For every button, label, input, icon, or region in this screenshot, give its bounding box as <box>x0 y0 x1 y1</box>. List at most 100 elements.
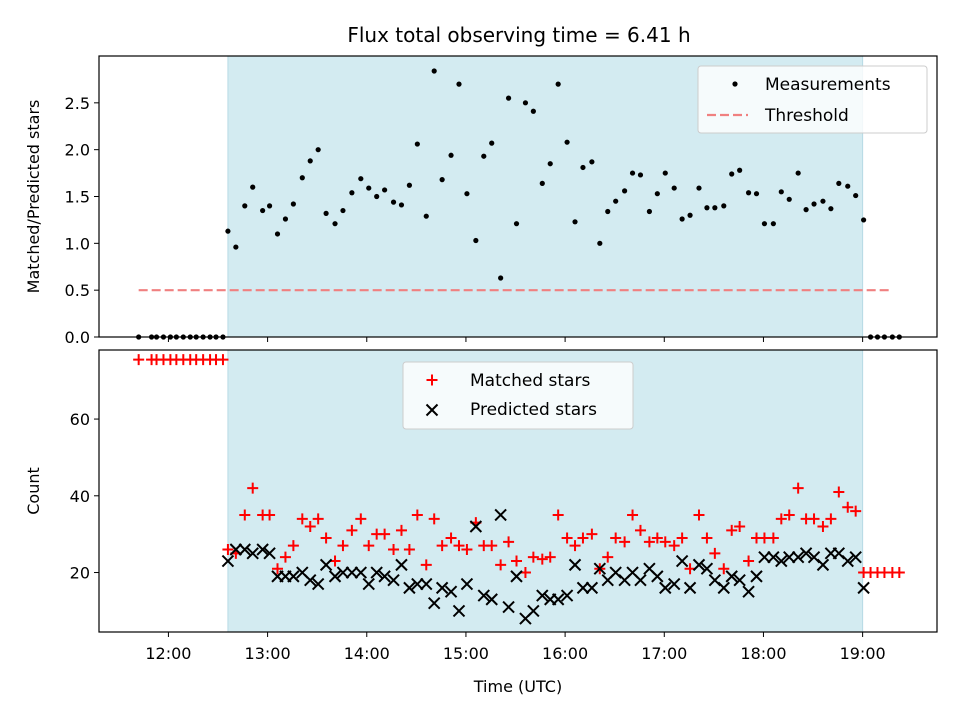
predicted-stars-legend-label: Predicted stars <box>470 400 597 420</box>
matched-star-point-49 <box>519 567 531 579</box>
matched-star-point-42 <box>461 544 473 556</box>
ratio-y-tick-label: 2.0 <box>65 141 90 160</box>
count-legend: Matched stars Predicted stars <box>402 361 634 430</box>
predicted-star-point-44 <box>585 581 599 595</box>
measurement-point-56 <box>580 164 586 171</box>
predicted-star-point-75 <box>841 554 854 568</box>
measurement-point-39 <box>439 177 445 183</box>
measurement-point-86 <box>828 206 834 212</box>
predicted-star-point-17 <box>362 577 375 591</box>
count-legend-box <box>402 361 634 430</box>
matched-star-point-86 <box>825 513 837 525</box>
predicted-star-point-5 <box>263 547 276 560</box>
matched-star-point-80 <box>775 513 787 525</box>
matched-star-point-60 <box>610 532 622 544</box>
measurement-point-40 <box>448 152 454 158</box>
matched-star-point-30 <box>363 540 375 552</box>
x-axis-label: Time (UTC) <box>473 677 562 696</box>
x-tick-label: 15:00 <box>443 644 489 663</box>
predicted-star-point-35 <box>510 570 523 583</box>
matched-star-point-13 <box>222 544 234 556</box>
matched-star-point-48 <box>511 555 523 567</box>
matched-star-point-65 <box>651 532 663 544</box>
measurement-point-70 <box>696 185 702 191</box>
measurement-point-50 <box>530 108 536 114</box>
measurement-point-49 <box>522 100 529 106</box>
predicted-star-point-60 <box>717 581 730 595</box>
measurement-point-22 <box>299 175 305 181</box>
measurement-point-78 <box>761 221 768 227</box>
matched-star-point-22 <box>296 513 308 525</box>
predicted-star-point-41 <box>560 589 574 602</box>
predicted-star-point-34 <box>502 600 515 614</box>
measurement-point-72 <box>712 205 718 211</box>
ratio-y-tick-label: 2.5 <box>65 94 90 113</box>
measurement-point-64 <box>646 208 653 215</box>
matched-star-point-95 <box>893 567 905 579</box>
matched-star-point-85 <box>817 520 829 532</box>
matched-star-point-34 <box>395 524 407 536</box>
matched-star-point-75 <box>734 520 746 532</box>
count-x-ticks: 12:00 13:00 14:00 15:00 16:00 17:00 18:00 19:00 <box>145 632 886 663</box>
matched-star-point-68 <box>676 532 688 544</box>
measurement-point-58 <box>597 240 603 246</box>
matched-star-point-53 <box>552 509 564 521</box>
ratio-panel: 0.0 0.5 1.0 1.5 2.0 2.5 Matched/Predicted sta… <box>24 55 938 347</box>
predicted-star-point-16 <box>354 566 368 579</box>
x-tick-label: 14:00 <box>344 644 390 663</box>
measurement-point-23 <box>307 158 313 164</box>
count-y-axis-label: Count <box>24 467 43 515</box>
predicted-star-point-70 <box>799 547 813 560</box>
measurement-point-48 <box>513 221 520 227</box>
predicted-star-point-27 <box>444 585 458 598</box>
predicted-star-point-31 <box>477 589 490 602</box>
measurement-point-80 <box>778 189 784 195</box>
measurement-point-62 <box>629 170 636 176</box>
matched-star-point-33 <box>388 544 400 556</box>
chart-title: Flux total observing time = 6.41 h <box>347 23 690 47</box>
measurement-point-33 <box>390 199 397 205</box>
predicted-star-point-77 <box>857 581 870 595</box>
measurement-point-89 <box>853 192 859 199</box>
count-y-ticks: 20 40 60 <box>70 410 99 583</box>
matched-star-point-38 <box>428 513 440 525</box>
matched-star-point-18 <box>264 509 276 521</box>
measurements-legend-label: Measurements <box>765 75 891 95</box>
measurement-point-71 <box>704 205 710 211</box>
matched-star-point-19 <box>272 563 284 575</box>
measurements-points <box>136 68 902 340</box>
predicted-stars-legend-glyph <box>425 403 439 417</box>
measurement-point-31 <box>374 193 380 200</box>
matched-star-point-46 <box>495 559 507 571</box>
measurement-point-41 <box>456 81 462 87</box>
matched-star-point-40 <box>445 532 457 544</box>
measurement-point-20 <box>282 216 289 222</box>
measurement-point-68 <box>679 216 685 222</box>
measurement-point-63 <box>637 172 644 178</box>
matched-star-point-64 <box>643 536 655 548</box>
measurement-point-27 <box>340 207 346 214</box>
matched-star-point-54 <box>561 532 573 544</box>
measurement-point-84 <box>811 201 817 207</box>
matched-star-point-28 <box>346 524 358 536</box>
predicted-star-point-52 <box>651 570 664 583</box>
measurement-point-35 <box>406 182 413 188</box>
matched-star-point-55 <box>569 540 581 552</box>
predicted-stars-points <box>221 508 870 625</box>
matched-star-point-57 <box>586 528 598 540</box>
matched-star-point-36 <box>411 509 423 521</box>
predicted-star-point-15 <box>345 566 359 579</box>
matched-star-point-37 <box>420 559 432 571</box>
predicted-star-point-38 <box>536 589 549 602</box>
measurement-point-34 <box>398 202 405 208</box>
measurement-point-30 <box>366 185 372 191</box>
measurement-point-77 <box>753 191 760 197</box>
predicted-star-point-19 <box>378 570 391 583</box>
matched-star-point-79 <box>767 532 779 544</box>
measurement-point-83 <box>803 207 809 213</box>
predicted-star-point-32 <box>485 593 498 606</box>
x-tick-label: 18:00 <box>740 644 786 663</box>
measurement-point-14 <box>233 244 239 250</box>
measurement-point-60 <box>613 198 619 204</box>
